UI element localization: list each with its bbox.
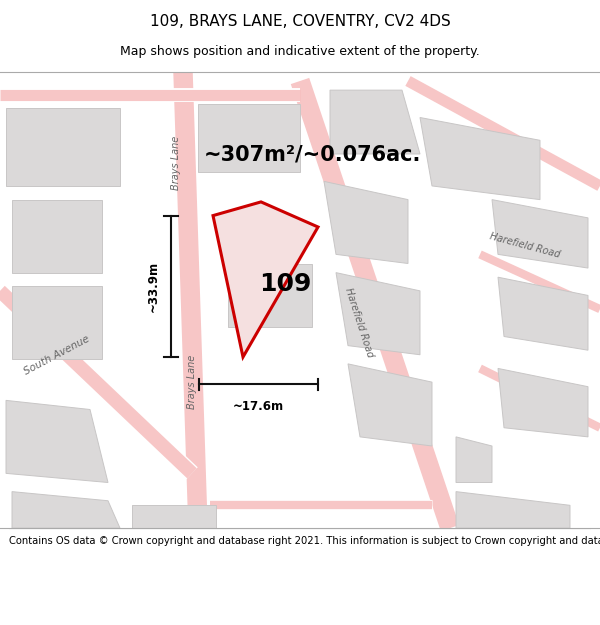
Polygon shape	[492, 199, 588, 268]
Polygon shape	[498, 368, 588, 437]
Polygon shape	[456, 492, 570, 528]
Polygon shape	[6, 401, 108, 482]
Text: Brays Lane: Brays Lane	[172, 136, 181, 190]
Text: ~307m²/~0.076ac.: ~307m²/~0.076ac.	[204, 144, 421, 164]
Polygon shape	[12, 492, 120, 528]
Polygon shape	[324, 181, 408, 264]
Polygon shape	[6, 108, 120, 186]
Text: Harefield Road: Harefield Road	[343, 287, 375, 359]
Polygon shape	[213, 202, 318, 357]
Polygon shape	[198, 104, 300, 172]
Polygon shape	[132, 505, 216, 528]
Text: Map shows position and indicative extent of the property.: Map shows position and indicative extent…	[120, 44, 480, 58]
Text: Brays Lane: Brays Lane	[187, 355, 197, 409]
Text: 109: 109	[259, 272, 311, 296]
Text: ~17.6m: ~17.6m	[233, 401, 284, 413]
Polygon shape	[456, 437, 492, 483]
Polygon shape	[336, 272, 420, 355]
Polygon shape	[330, 90, 420, 154]
Polygon shape	[348, 364, 432, 446]
Polygon shape	[228, 264, 312, 328]
Polygon shape	[12, 199, 102, 272]
Text: ~33.9m: ~33.9m	[147, 261, 160, 312]
Polygon shape	[498, 278, 588, 350]
Text: 109, BRAYS LANE, COVENTRY, CV2 4DS: 109, BRAYS LANE, COVENTRY, CV2 4DS	[149, 14, 451, 29]
Text: Contains OS data © Crown copyright and database right 2021. This information is : Contains OS data © Crown copyright and d…	[9, 536, 600, 546]
Text: South Avenue: South Avenue	[22, 333, 92, 376]
Text: Harefield Road: Harefield Road	[488, 231, 562, 259]
Polygon shape	[420, 118, 540, 199]
Polygon shape	[12, 286, 102, 359]
